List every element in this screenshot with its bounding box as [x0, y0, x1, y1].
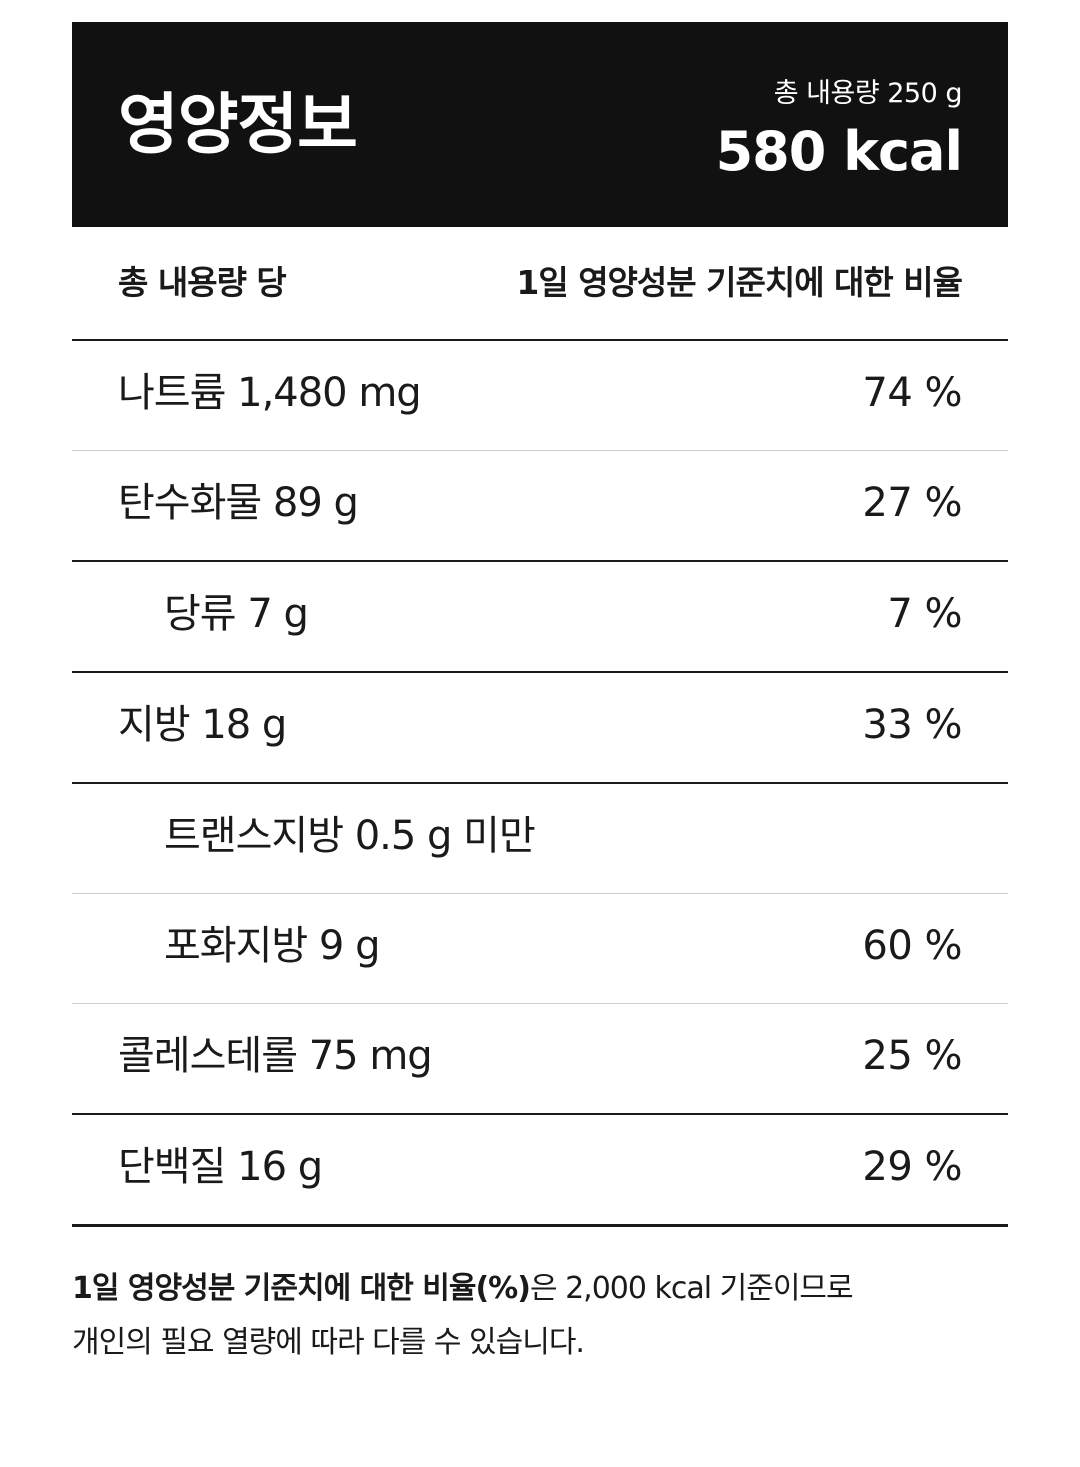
nutrient-row-fat: 지방 18 g 33 %	[72, 673, 1008, 784]
column-header-right: 1일 영양성분 기준치에 대한 비율	[516, 263, 963, 302]
nutrient-percent: 7 %	[887, 591, 962, 637]
nutrient-name: 나트륨 1,480 mg	[118, 370, 422, 416]
nutrient-name: 콜레스테롤 75 mg	[118, 1033, 433, 1079]
nutrient-percent: 74 %	[862, 370, 962, 416]
column-header: 총 내용량 당 1일 영양성분 기준치에 대한 비율	[72, 227, 1008, 341]
nutrient-row-sodium: 나트륨 1,480 mg 74 %	[72, 341, 1008, 451]
nutrient-row-cholesterol: 콜레스테롤 75 mg 25 %	[72, 1004, 1008, 1115]
nutrient-row-protein: 단백질 16 g 29 %	[72, 1115, 1008, 1227]
footnote: 1일 영양성분 기준치에 대한 비율(%)은 2,000 kcal 기준이므로 …	[72, 1262, 1008, 1370]
nutrient-percent: 33 %	[862, 702, 962, 748]
total-kcal: 580 kcal	[715, 120, 963, 183]
footnote-line-1-rest: 은 2,000 kcal 기준이므로	[529, 1271, 854, 1306]
footnote-bold: 1일 영양성분 기준치에 대한 비율(%)	[72, 1271, 531, 1306]
nutrient-name: 트랜스지방 0.5 g 미만	[164, 813, 536, 859]
total-amount: 총 내용량 250 g	[773, 78, 963, 109]
nutrient-row-sugars: 당류 7 g 7 %	[72, 562, 1008, 673]
nutrient-percent: 27 %	[862, 480, 962, 526]
label-header: 영양정보 총 내용량 250 g 580 kcal	[72, 22, 1008, 227]
nutrient-name: 포화지방 9 g	[164, 923, 380, 969]
nutrient-name: 단백질 16 g	[118, 1144, 323, 1190]
nutrient-percent: 25 %	[862, 1033, 962, 1079]
nutrition-label: 영양정보 총 내용량 250 g 580 kcal 총 내용량 당 1일 영양성…	[72, 22, 1008, 1227]
nutrient-row-trans-fat: 트랜스지방 0.5 g 미만	[72, 784, 1008, 894]
label-title: 영양정보	[118, 86, 358, 163]
nutrient-row-carbohydrate: 탄수화물 89 g 27 %	[72, 451, 1008, 562]
nutrient-name: 당류 7 g	[164, 591, 309, 637]
nutrient-name: 탄수화물 89 g	[118, 480, 359, 526]
nutrient-percent: 29 %	[862, 1144, 962, 1190]
footnote-line-1: 1일 영양성분 기준치에 대한 비율(%)은 2,000 kcal 기준이므로	[72, 1262, 1008, 1316]
nutrient-row-saturated-fat: 포화지방 9 g 60 %	[72, 894, 1008, 1004]
nutrient-percent: 60 %	[862, 923, 962, 969]
column-header-left: 총 내용량 당	[118, 263, 287, 302]
footnote-line-2: 개인의 필요 열량에 따라 다를 수 있습니다.	[72, 1325, 585, 1360]
nutrient-name: 지방 18 g	[118, 702, 287, 748]
